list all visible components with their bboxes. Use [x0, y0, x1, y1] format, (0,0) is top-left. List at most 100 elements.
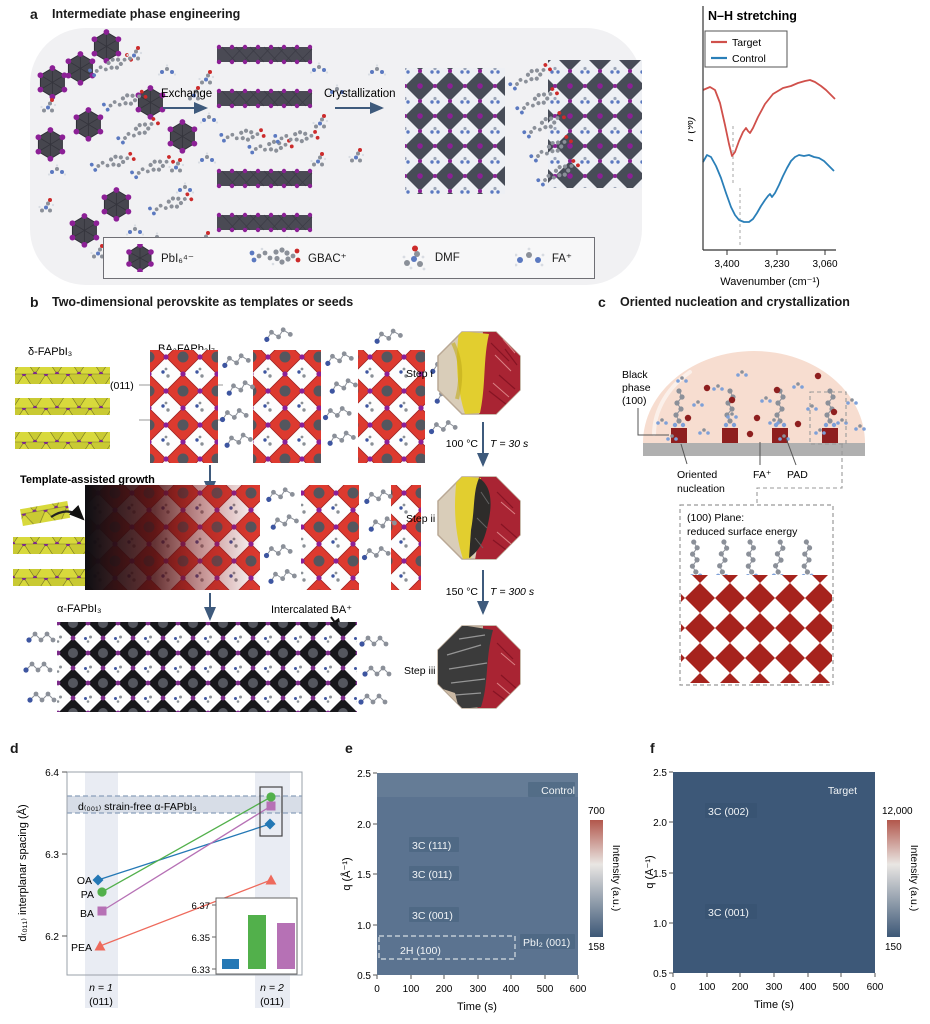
e-peak-3c001: 3C (001) [412, 910, 453, 922]
ba-markers [97, 801, 276, 916]
nh-x-tick-marks [726, 250, 826, 255]
legend-label-pbi6: PbI₆⁴⁻ [161, 253, 194, 265]
panel-b-label: b [30, 294, 39, 310]
panel-c-title: Oriented nucleation and crystallization [620, 295, 850, 309]
target-legend-label: Target [732, 37, 761, 49]
svg-text:100: 100 [699, 982, 716, 993]
template-yellow-pieces [13, 500, 108, 586]
control-spectrum-curve [702, 154, 835, 223]
y-tick-marks [62, 771, 67, 937]
svg-text:500: 500 [833, 982, 850, 993]
legend-label-fa: FA⁺ [551, 253, 572, 265]
crystal-photo-step-ii [437, 476, 521, 560]
pa-markers [97, 792, 276, 897]
d-xcat2-line1: n = 2 [260, 982, 284, 994]
black-phase-label-line3: (100) [622, 395, 647, 407]
svg-text:1.0: 1.0 [357, 921, 371, 932]
svg-text:300: 300 [470, 984, 487, 995]
svg-text:0.5: 0.5 [357, 971, 371, 982]
f-tick-marks [669, 771, 876, 977]
inset-tick-0: 6.37 [192, 901, 211, 912]
substrate [643, 443, 865, 456]
e-peak-3c011: 3C (011) [412, 869, 452, 881]
black-phase-leader-line [637, 408, 669, 436]
surface-pad-molecules [686, 538, 815, 580]
panel-e-heatmap: Control 3C (111) 3C (011) 3C (001) 2H (1… [340, 769, 622, 1013]
svg-text:200: 200 [436, 984, 453, 995]
d-y-axis-label: d₍₀₁₁₎ interplanar spacing (Å) [16, 804, 29, 941]
plane-label-line1: (100) Plane: [687, 512, 744, 524]
e-tick-marks [373, 772, 579, 979]
crystal-photo-step-iii [437, 625, 521, 709]
heatmap-annotations: Control 3C (111) 3C (011) 3C (001) 2H (1… [400, 782, 575, 957]
e-colorbar-min: 158 [588, 942, 605, 953]
plot-frame [66, 771, 303, 976]
e-colorbar-max: 700 [588, 806, 605, 817]
plane-label-line2: reduced surface energy [687, 526, 798, 538]
svg-text:2.0: 2.0 [653, 818, 667, 829]
oa-markers [92, 818, 276, 886]
svg-text:200: 200 [732, 982, 749, 993]
f-y-tick-labels: 2.5 2.0 1.5 1.0 0.5 [653, 768, 667, 980]
panel-b-diagram: δ-FAPbI₃ (011) BA₂FAPb₂I₇ Template-assis… [13, 325, 535, 712]
target-spectrum-curve [702, 79, 836, 157]
pea-markers [94, 874, 277, 951]
diffraction-stripes [673, 818, 875, 925]
svg-text:0: 0 [670, 982, 676, 993]
exchange-label: Exchange [161, 88, 212, 100]
inset-bar-chart: 6.37 6.35 6.33 [192, 897, 298, 976]
panel-a-label: a [30, 6, 38, 22]
e-condition-label: Control [541, 785, 575, 797]
fa-label: FA⁺ [753, 469, 771, 481]
template-assisted-growth-label: Template-assisted growth [20, 474, 155, 486]
nh-x-tick-2: 3,060 [812, 259, 837, 270]
panel-b-title: Two-dimensional perovskite as templates … [52, 295, 354, 309]
heatmap-annotations: Target 3C (002) 3C (001) [705, 785, 857, 919]
e-peak-2h100: 2H (100) [400, 945, 441, 957]
svg-text:1.0: 1.0 [653, 919, 667, 930]
perovskite-100-plane-lattice [681, 575, 832, 683]
svg-text:400: 400 [800, 982, 817, 993]
d-ytick-2: 6.2 [45, 932, 59, 943]
svg-text:2.0: 2.0 [357, 820, 371, 831]
legend-item-fa: FA⁺ [514, 247, 572, 269]
step-i-label: Step i [406, 368, 433, 380]
e-colorbar-label: Intensity (a.u.) [610, 845, 622, 912]
svg-text:0: 0 [374, 984, 380, 995]
f-x-tick-labels: 0 100 200 300 400 500 600 [670, 982, 884, 993]
d-ytick-0: 6.4 [45, 768, 59, 779]
oa-line [97, 823, 271, 881]
e-y-axis-label: q (Å⁻¹) [340, 857, 353, 890]
legend-item-dmf: DMF [402, 245, 460, 271]
e-peak-pbi2: PbI₂ (001) [523, 937, 570, 949]
nh-x-axis-label: Wavenumber (cm⁻¹) [720, 276, 820, 288]
inset-tick-2: 6.33 [192, 965, 211, 976]
svg-text:100: 100 [403, 984, 420, 995]
panel-c-label: c [598, 294, 606, 310]
nh-y-axis-label: T (%) [688, 116, 696, 143]
plane-inset-box [679, 504, 834, 686]
panel-d-chart: d₍₀₀₁₎ strain-free α-FAPbI₃ 6.4 6.3 6.2 … [16, 768, 303, 1008]
nh-stretching-chart: N–H stretching Target Control 3,400 3,23… [688, 6, 838, 288]
f-y-axis-label: q (Å⁻¹) [645, 855, 656, 888]
svg-text:600: 600 [570, 984, 587, 995]
f-x-axis-label: Time (s) [754, 999, 794, 1011]
anneal-2-temp: 150 °C [446, 586, 479, 598]
intercalated-ba-label: Intercalated BA⁺ [271, 604, 352, 616]
f-colorbar-label: Intensity (a.u.) [908, 845, 920, 912]
inset-bar-ba [277, 923, 295, 969]
panel-a-title: Intermediate phase engineering [52, 7, 241, 21]
oa-label: OA [77, 875, 92, 887]
nh-x-tick-1: 3,230 [764, 259, 789, 270]
template-grown-structure [85, 485, 421, 590]
svg-text:2.5: 2.5 [653, 768, 667, 779]
e-x-axis-label: Time (s) [457, 1001, 497, 1013]
f-colorbar-min: 150 [885, 942, 902, 953]
alpha-phase-crystal [22, 622, 392, 712]
ba-line [101, 805, 272, 912]
nh-x-tick-0: 3,400 [714, 259, 739, 270]
panel-a-diagram: Exchange Crystallization [30, 28, 642, 285]
e-peak-3c111: 3C (111) [412, 840, 451, 852]
inset-bar-oa [222, 959, 239, 969]
